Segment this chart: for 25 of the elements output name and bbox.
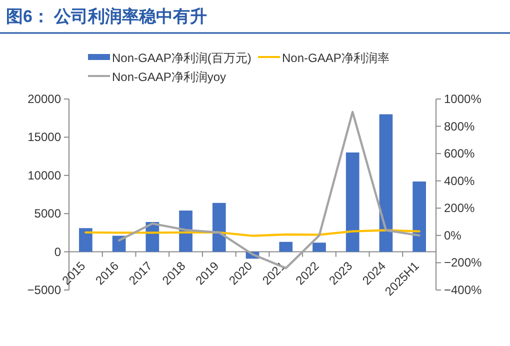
y2-tick-label: −400% (444, 283, 482, 297)
bar (79, 228, 92, 252)
bar (346, 152, 360, 252)
bar (412, 182, 426, 252)
y-tick-label: −5000 (27, 283, 62, 297)
y-tick-label: 20000 (28, 92, 62, 106)
y-tick-label: 0 (54, 244, 62, 259)
y2-tick-label: 1000% (444, 92, 482, 106)
legend-label: Non-GAAP净利润(百万元) (112, 51, 252, 65)
bar (212, 202, 226, 252)
legend-label: Non-GAAP净利润yoy (112, 70, 226, 84)
y2-tick-label: 200% (444, 201, 476, 216)
bar (279, 242, 293, 252)
y-tick-label: 10000 (28, 168, 62, 182)
bar (379, 114, 393, 252)
y2-tick-label: 800% (444, 119, 476, 134)
y2-tick-label: 600% (444, 146, 476, 161)
y-tick-label: 15000 (28, 130, 62, 144)
legend-label: Non-GAAP净利润率 (282, 51, 390, 65)
y2-tick-label: 400% (444, 174, 476, 188)
y2-tick-label: 0% (444, 228, 462, 242)
y2-tick-label: −200% (444, 256, 482, 270)
bar (312, 242, 326, 252)
chart-title: 图6： 公司利润率稳中有升 (6, 7, 208, 26)
y-tick-label: 5000 (34, 206, 62, 221)
